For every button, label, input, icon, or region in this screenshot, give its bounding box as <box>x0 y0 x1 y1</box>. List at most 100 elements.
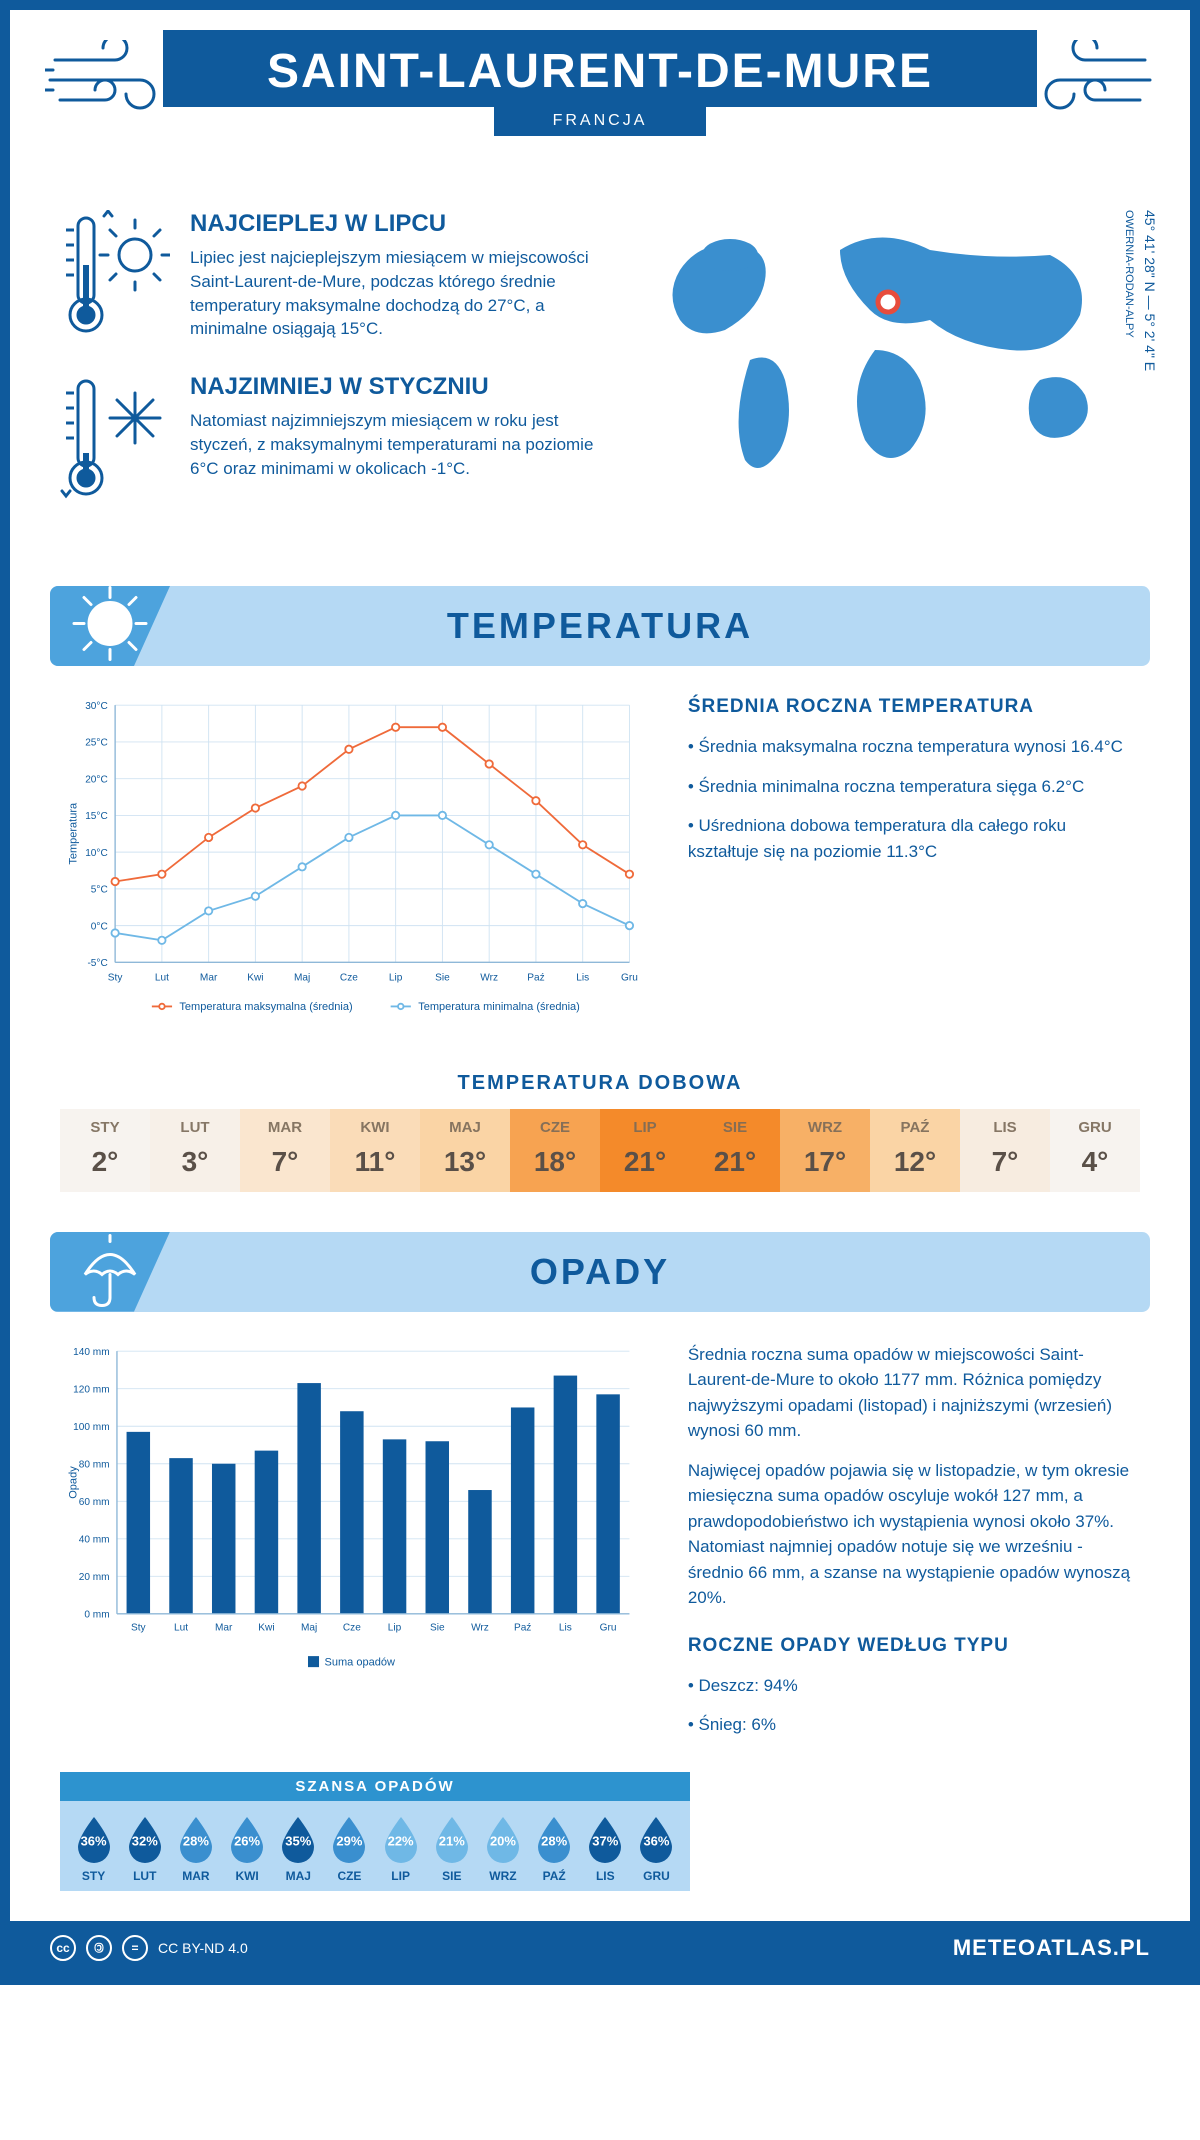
chance-body: 36%STY32%LUT28%MAR26%KWI35%MAJ29%CZE22%L… <box>60 1801 690 1891</box>
coord-lon: 5° 2' 4" E <box>1142 314 1158 372</box>
annual-temp-bullet: • Średnia minimalna roczna temperatura s… <box>688 774 1140 800</box>
daily-cell: STY2° <box>60 1109 150 1192</box>
chance-cell: 36%GRU <box>631 1815 682 1883</box>
temperature-title: TEMPERATURA <box>447 605 753 647</box>
daily-cell: LIS7° <box>960 1109 1050 1192</box>
svg-text:120 mm: 120 mm <box>73 1384 109 1395</box>
wind-icon <box>1025 40 1155 125</box>
cc-icon: cc <box>50 1935 76 1961</box>
svg-text:Temperatura: Temperatura <box>68 802 80 865</box>
warmest-text: NAJCIEPLEJ W LIPCU Lipiec jest najcieple… <box>190 210 610 345</box>
daily-cell: MAR7° <box>240 1109 330 1192</box>
sun-icon <box>70 584 150 669</box>
temperature-banner: TEMPERATURA <box>50 586 1150 666</box>
svg-text:Gru: Gru <box>600 1622 617 1633</box>
daily-cell: CZE18° <box>510 1109 600 1192</box>
svg-text:Maj: Maj <box>294 973 310 984</box>
svg-text:Wrz: Wrz <box>480 973 498 984</box>
svg-text:Lip: Lip <box>388 1622 402 1633</box>
daily-temp-title: TEMPERATURA DOBOWA <box>10 1072 1190 1095</box>
world-map-svg <box>640 210 1140 490</box>
precip-type-heading: ROCZNE OPADY WEDŁUG TYPU <box>688 1635 1140 1657</box>
intro-text-column: NAJCIEPLEJ W LIPCU Lipiec jest najcieple… <box>60 210 610 536</box>
coldest-heading: NAJZIMNIEJ W STYCZNIU <box>190 373 610 401</box>
svg-text:Cze: Cze <box>343 1622 361 1633</box>
precipitation-title: OPADY <box>530 1251 670 1293</box>
temperature-row: -5°C0°C5°C10°C15°C20°C25°C30°CStyLutMarK… <box>10 696 1190 1062</box>
warmest-heading: NAJCIEPLEJ W LIPCU <box>190 210 610 238</box>
precipitation-chart: 0 mm20 mm40 mm60 mm80 mm100 mm120 mm140 … <box>60 1342 648 1752</box>
svg-text:Sie: Sie <box>430 1622 445 1633</box>
coldest-text: NAJZIMNIEJ W STYCZNIU Natomiast najzimni… <box>190 373 610 508</box>
svg-text:30°C: 30°C <box>85 701 108 712</box>
chance-cell: 36%STY <box>68 1815 119 1883</box>
precip-paragraph: Najwięcej opadów pojawia się w listopadz… <box>688 1458 1140 1611</box>
svg-text:Mar: Mar <box>200 973 218 984</box>
chance-cell: 29%CZE <box>324 1815 375 1883</box>
coord-lat: 45° 41' 28" N <box>1142 210 1158 292</box>
daily-cell: GRU4° <box>1050 1109 1140 1192</box>
precip-paragraph: Średnia roczna suma opadów w miejscowośc… <box>688 1342 1140 1444</box>
daily-cell: KWI11° <box>330 1109 420 1192</box>
subtitle-banner: FRANCJA <box>494 106 706 136</box>
svg-text:Kwi: Kwi <box>247 973 263 984</box>
daily-cell: LIP21° <box>600 1109 690 1192</box>
svg-text:Sty: Sty <box>131 1622 147 1633</box>
wind-icon <box>45 40 175 125</box>
precipitation-chance: SZANSA OPADÓW 36%STY32%LUT28%MAR26%KWI35… <box>60 1772 690 1891</box>
annual-temp-bullet: • Średnia maksymalna roczna temperatura … <box>688 734 1140 760</box>
precipitation-summary: Średnia roczna suma opadów w miejscowośc… <box>688 1342 1140 1752</box>
svg-text:10°C: 10°C <box>85 848 108 859</box>
footer: cc 🄯 = CC BY-ND 4.0 METEOATLAS.PL <box>10 1921 1190 1975</box>
svg-text:Temperatura minimalna (średnia: Temperatura minimalna (średnia) <box>418 1001 580 1013</box>
chance-cell: 35%MAJ <box>273 1815 324 1883</box>
svg-text:80 mm: 80 mm <box>79 1459 110 1470</box>
svg-text:Paź: Paź <box>527 973 544 984</box>
svg-text:20 mm: 20 mm <box>79 1572 110 1583</box>
coldest-body: Natomiast najzimniejszym miesiącem w rok… <box>190 409 610 480</box>
coord-region: OWERNIA-RODAN-ALPY <box>1123 210 1135 338</box>
chance-cell: 22%LIP <box>375 1815 426 1883</box>
nd-icon: = <box>122 1935 148 1961</box>
temperature-summary: ŚREDNIA ROCZNA TEMPERATURA • Średnia mak… <box>688 696 1140 1032</box>
warmest-block: NAJCIEPLEJ W LIPCU Lipiec jest najcieple… <box>60 210 610 345</box>
title-banner: SAINT-LAURENT-DE-MURE <box>163 30 1036 107</box>
precipitation-row: 0 mm20 mm40 mm60 mm80 mm100 mm120 mm140 … <box>10 1342 1190 1772</box>
chance-cell: 21%SIE <box>426 1815 477 1883</box>
chance-cell: 37%LIS <box>580 1815 631 1883</box>
chance-cell: 28%PAŹ <box>529 1815 580 1883</box>
umbrella-icon <box>70 1229 150 1314</box>
coordinates: 45° 41' 28" N — 5° 2' 4" E OWERNIA-RODAN… <box>1118 210 1160 371</box>
coldest-block: NAJZIMNIEJ W STYCZNIU Natomiast najzimni… <box>60 373 610 508</box>
svg-text:60 mm: 60 mm <box>79 1497 110 1508</box>
daily-cell: WRZ17° <box>780 1109 870 1192</box>
by-icon: 🄯 <box>86 1935 112 1961</box>
precip-type-snow: • Śnieg: 6% <box>688 1712 1140 1738</box>
svg-text:5°C: 5°C <box>91 885 108 896</box>
infographic-page: SAINT-LAURENT-DE-MURE FRANCJA NAJCIEPLEJ… <box>0 0 1200 1985</box>
svg-text:Sty: Sty <box>108 973 124 984</box>
svg-text:Lip: Lip <box>389 973 403 984</box>
svg-text:140 mm: 140 mm <box>73 1346 109 1357</box>
warmest-body: Lipiec jest najcieplejszym miesiącem w m… <box>190 246 610 341</box>
temperature-chart: -5°C0°C5°C10°C15°C20°C25°C30°CStyLutMarK… <box>60 696 648 1032</box>
svg-text:Cze: Cze <box>340 973 358 984</box>
annual-temp-bullet: • Uśredniona dobowa temperatura dla całe… <box>688 813 1140 864</box>
thermometer-snow-icon <box>60 373 170 508</box>
license-label: CC BY-ND 4.0 <box>158 1940 248 1956</box>
chance-title: SZANSA OPADÓW <box>60 1772 690 1801</box>
svg-text:20°C: 20°C <box>85 774 108 785</box>
svg-text:Opady: Opady <box>68 1465 80 1498</box>
daily-temp-table: STY2°LUT3°MAR7°KWI11°MAJ13°CZE18°LIP21°S… <box>60 1109 1140 1192</box>
svg-text:Wrz: Wrz <box>471 1622 489 1633</box>
svg-text:15°C: 15°C <box>85 811 108 822</box>
svg-text:Lis: Lis <box>559 1622 572 1633</box>
svg-text:0°C: 0°C <box>91 921 108 932</box>
daily-cell: LUT3° <box>150 1109 240 1192</box>
license-block: cc 🄯 = CC BY-ND 4.0 <box>50 1935 248 1961</box>
svg-text:Lut: Lut <box>174 1622 188 1633</box>
daily-cell: PAŹ12° <box>870 1109 960 1192</box>
chance-cell: 20%WRZ <box>477 1815 528 1883</box>
page-title: SAINT-LAURENT-DE-MURE <box>163 44 1036 99</box>
svg-text:Mar: Mar <box>215 1622 233 1633</box>
